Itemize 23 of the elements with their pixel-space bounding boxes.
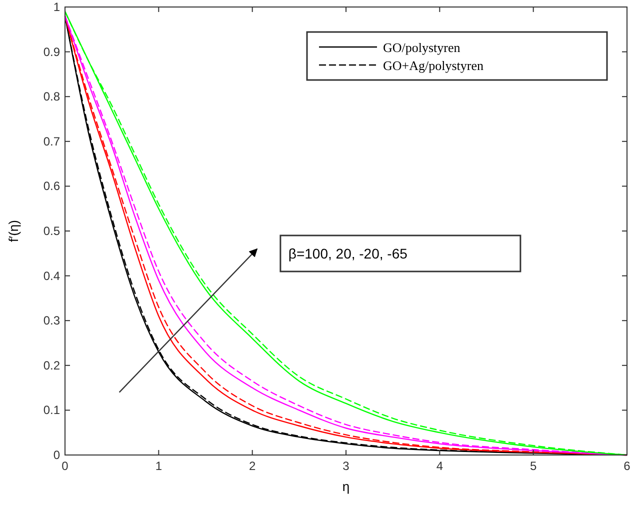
x-tick-label: 4 [436,459,444,473]
y-tick-label: 0.3 [43,314,60,328]
x-tick-label: 6 [624,459,631,473]
legend-label: GO/polystyren [383,40,461,55]
x-tick-label: 1 [155,459,162,473]
y-tick-label: 1 [53,0,60,14]
y-tick-label: 0.5 [43,224,60,238]
x-tick-label: 3 [342,459,350,473]
y-tick-label: 0.1 [43,403,60,418]
y-tick-label: 0.2 [43,358,60,372]
y-tick-label: 0.7 [43,134,60,148]
y-tick-label: 0.4 [43,268,60,283]
x-axis-title: η [342,479,350,494]
y-axis-title: f′(η) [6,220,21,242]
y-tick-label: 0 [53,448,60,462]
legend-label: GO+Ag/polystyren [383,58,484,73]
x-tick-label: 5 [530,459,537,473]
y-tick-label: 0.9 [43,44,60,59]
y-tick-label: 0.8 [43,90,60,104]
y-tick-label: 0.6 [43,179,60,194]
annotation: β=100, 20, -20, -65 [288,245,408,262]
x-tick-label: 0 [62,459,69,473]
x-tick-label: 2 [248,459,256,473]
